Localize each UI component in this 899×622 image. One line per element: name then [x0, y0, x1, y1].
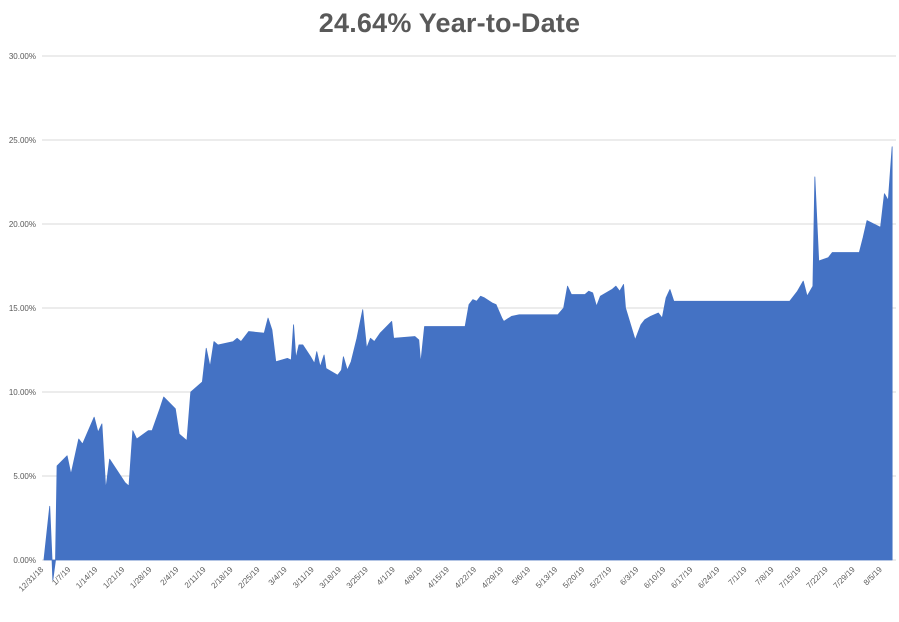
- x-tick-label: 6/3/19: [618, 565, 640, 587]
- x-tick-label: 3/25/19: [345, 565, 371, 591]
- x-tick-label: 2/25/19: [236, 565, 262, 591]
- x-tick-label: 1/14/19: [74, 565, 100, 591]
- x-tick-label: 4/8/19: [402, 565, 424, 587]
- x-tick-label: 7/22/19: [805, 565, 831, 591]
- x-tick-label: 1/28/19: [128, 565, 154, 591]
- y-tick-label: 30.00%: [9, 52, 36, 61]
- x-tick-label: 7/29/19: [832, 565, 858, 591]
- x-tick-label: 7/1/19: [727, 565, 749, 587]
- x-tick-label: 6/24/19: [696, 565, 722, 591]
- x-tick-label: 8/5/19: [862, 565, 884, 587]
- x-tick-label: 3/4/19: [267, 565, 289, 587]
- x-tick-label: 2/18/19: [209, 565, 235, 591]
- chart-title: 24.64% Year-to-Date: [318, 8, 581, 38]
- y-tick-label: 0.00%: [13, 556, 36, 565]
- x-axis-ticks: 12/31/18 1/7/19 1/14/19 1/21/19 1/28/19 2/4/1…: [17, 565, 884, 594]
- x-tick-label: 1/21/19: [101, 565, 127, 591]
- x-tick-label: 4/22/19: [453, 565, 479, 591]
- x-tick-label: 6/10/19: [642, 565, 668, 591]
- x-tick-label: 4/15/19: [426, 565, 452, 591]
- x-tick-label: 6/17/19: [669, 565, 695, 591]
- y-axis-ticks: 0.00% 5.00% 10.00% 15.00% 20.00% 25.00% 30.00%: [9, 52, 36, 565]
- x-tick-label: 4/1/19: [375, 565, 397, 587]
- x-tick-label: 5/6/19: [510, 565, 532, 587]
- x-tick-label: 2/11/19: [183, 565, 208, 590]
- series-area-path: [43, 146, 893, 581]
- x-tick-label: 5/27/19: [588, 565, 614, 591]
- x-tick-label: 3/11/19: [291, 565, 316, 590]
- x-tick-label: 3/18/19: [318, 565, 344, 591]
- x-tick-label: 12/31/18: [17, 565, 46, 594]
- x-tick-label: 5/13/19: [534, 565, 560, 591]
- y-tick-label: 5.00%: [13, 472, 36, 481]
- series-area: [43, 146, 893, 581]
- y-tick-label: 10.00%: [9, 388, 36, 397]
- y-tick-label: 15.00%: [9, 304, 36, 313]
- x-tick-label: 7/15/19: [777, 565, 803, 591]
- y-tick-label: 25.00%: [9, 136, 36, 145]
- y-tick-label: 20.00%: [9, 220, 36, 229]
- x-tick-label: 2/4/19: [158, 565, 180, 587]
- x-tick-label: 7/8/19: [754, 565, 776, 587]
- x-tick-label: 5/20/19: [561, 565, 587, 591]
- x-tick-label: 4/29/19: [480, 565, 506, 591]
